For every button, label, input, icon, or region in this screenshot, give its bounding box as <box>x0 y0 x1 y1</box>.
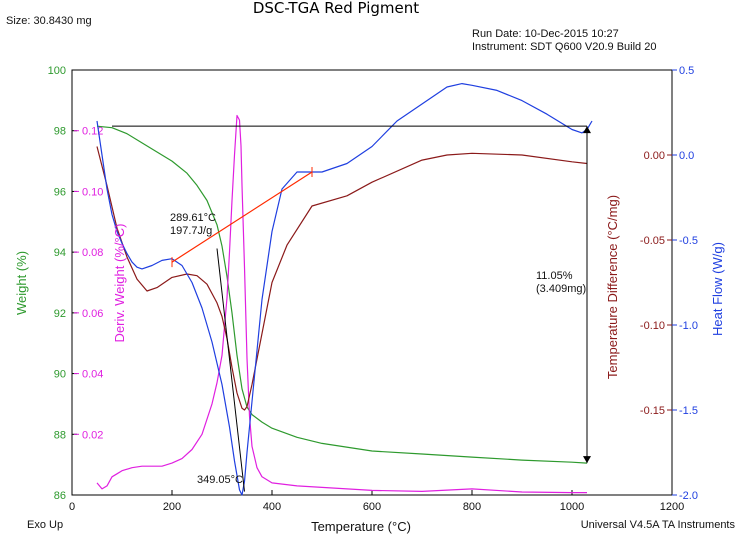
weight-axis-ticks: 86 88 90 92 94 96 98 100 <box>48 65 77 502</box>
weight-tick-label: 86 <box>54 490 66 502</box>
weight-tick-label: 88 <box>54 429 66 441</box>
tempdiff-tick-label: 0.00 <box>644 150 665 162</box>
deriv-tick-label: 0.10 <box>82 186 103 198</box>
tempdiff-series-line <box>96 146 588 411</box>
x-axis-ticks: 0 200 400 600 800 1000 1200 <box>69 490 684 513</box>
x-axis-label: Temperature (°C) <box>311 519 411 534</box>
x-tick-label: 600 <box>363 501 381 513</box>
deriv-tick-label: 0.08 <box>82 247 103 259</box>
arrow-up-icon <box>583 126 591 134</box>
software-label: Universal V4.5A TA Instruments <box>581 519 736 531</box>
weight-loss-mg: (3.409mg) <box>536 283 586 295</box>
heatflow-tick-label: -2.0 <box>679 490 698 502</box>
instrument: Instrument: SDT Q600 V20.9 Build 20 <box>472 41 656 53</box>
peak-tangent-line <box>216 248 245 492</box>
run-date: Run Date: 10-Dec-2015 10:27 <box>472 28 619 40</box>
heatflow-tick-label: -1.5 <box>679 405 698 417</box>
deriv-tick-label: 0.02 <box>82 429 103 441</box>
sample-size: Size: 30.8430 mg <box>6 15 92 27</box>
tempdiff-tick-label: -0.15 <box>640 405 665 417</box>
deriv-series-line <box>96 114 587 494</box>
tempdiff-axis-label: Temperature Difference (°C/mg) <box>605 195 620 379</box>
weight-series-line <box>96 125 588 464</box>
heatflow-axis-label: Heat Flow (W/g) <box>710 242 725 336</box>
weight-loss-pct: 11.05% <box>536 270 573 282</box>
weight-tick-label: 100 <box>48 65 66 77</box>
x-tick-label: 0 <box>69 501 75 513</box>
heatflow-series-line <box>96 82 593 496</box>
tempdiff-axis-ticks: -0.15 -0.10 -0.05 0.00 <box>640 150 672 417</box>
enthalpy-label: 197.7J/g <box>170 225 212 237</box>
deriv-tick-label: 0.04 <box>82 369 103 381</box>
exo-up-label: Exo Up <box>27 519 63 531</box>
weight-tick-label: 90 <box>54 369 66 381</box>
deriv-axis-label: Deriv. Weight (%/°C) <box>112 224 127 343</box>
x-tick-label: 400 <box>263 501 281 513</box>
x-tick-label: 1200 <box>660 501 684 513</box>
tempdiff-tick-label: -0.05 <box>640 235 665 247</box>
heatflow-tick-label: 0.0 <box>679 150 694 162</box>
deriv-tick-label: 0.06 <box>82 308 103 320</box>
heatflow-axis-ticks: -2.0 -1.5 -1.0 -0.5 0.0 0.5 <box>672 65 698 502</box>
heatflow-tick-label: -0.5 <box>679 235 698 247</box>
peak-label: 349.05°C <box>197 474 243 486</box>
series-lines <box>96 82 593 496</box>
chart-title: DSC-TGA Red Pigment <box>253 0 419 17</box>
x-tick-label: 1000 <box>560 501 584 513</box>
tempdiff-tick-label: -0.10 <box>640 320 665 332</box>
weight-tick-label: 98 <box>54 126 66 138</box>
arrow-down-icon <box>583 456 591 464</box>
heatflow-tick-label: 0.5 <box>679 65 694 77</box>
onset-baseline <box>171 171 313 263</box>
deriv-tick-label: 0.12 <box>82 126 103 138</box>
annotation-lines <box>112 125 591 492</box>
x-tick-label: 200 <box>163 501 181 513</box>
onset-temp-label: 289.61°C <box>170 212 216 224</box>
x-tick-label: 800 <box>463 501 481 513</box>
weight-tick-label: 96 <box>54 186 66 198</box>
weight-tick-label: 92 <box>54 308 66 320</box>
weight-tick-label: 94 <box>54 247 66 259</box>
deriv-axis-ticks: 0.02 0.04 0.06 0.08 0.10 0.12 <box>74 126 103 441</box>
weight-axis-label: Weight (%) <box>14 251 29 315</box>
heatflow-tick-label: -1.0 <box>679 320 698 332</box>
